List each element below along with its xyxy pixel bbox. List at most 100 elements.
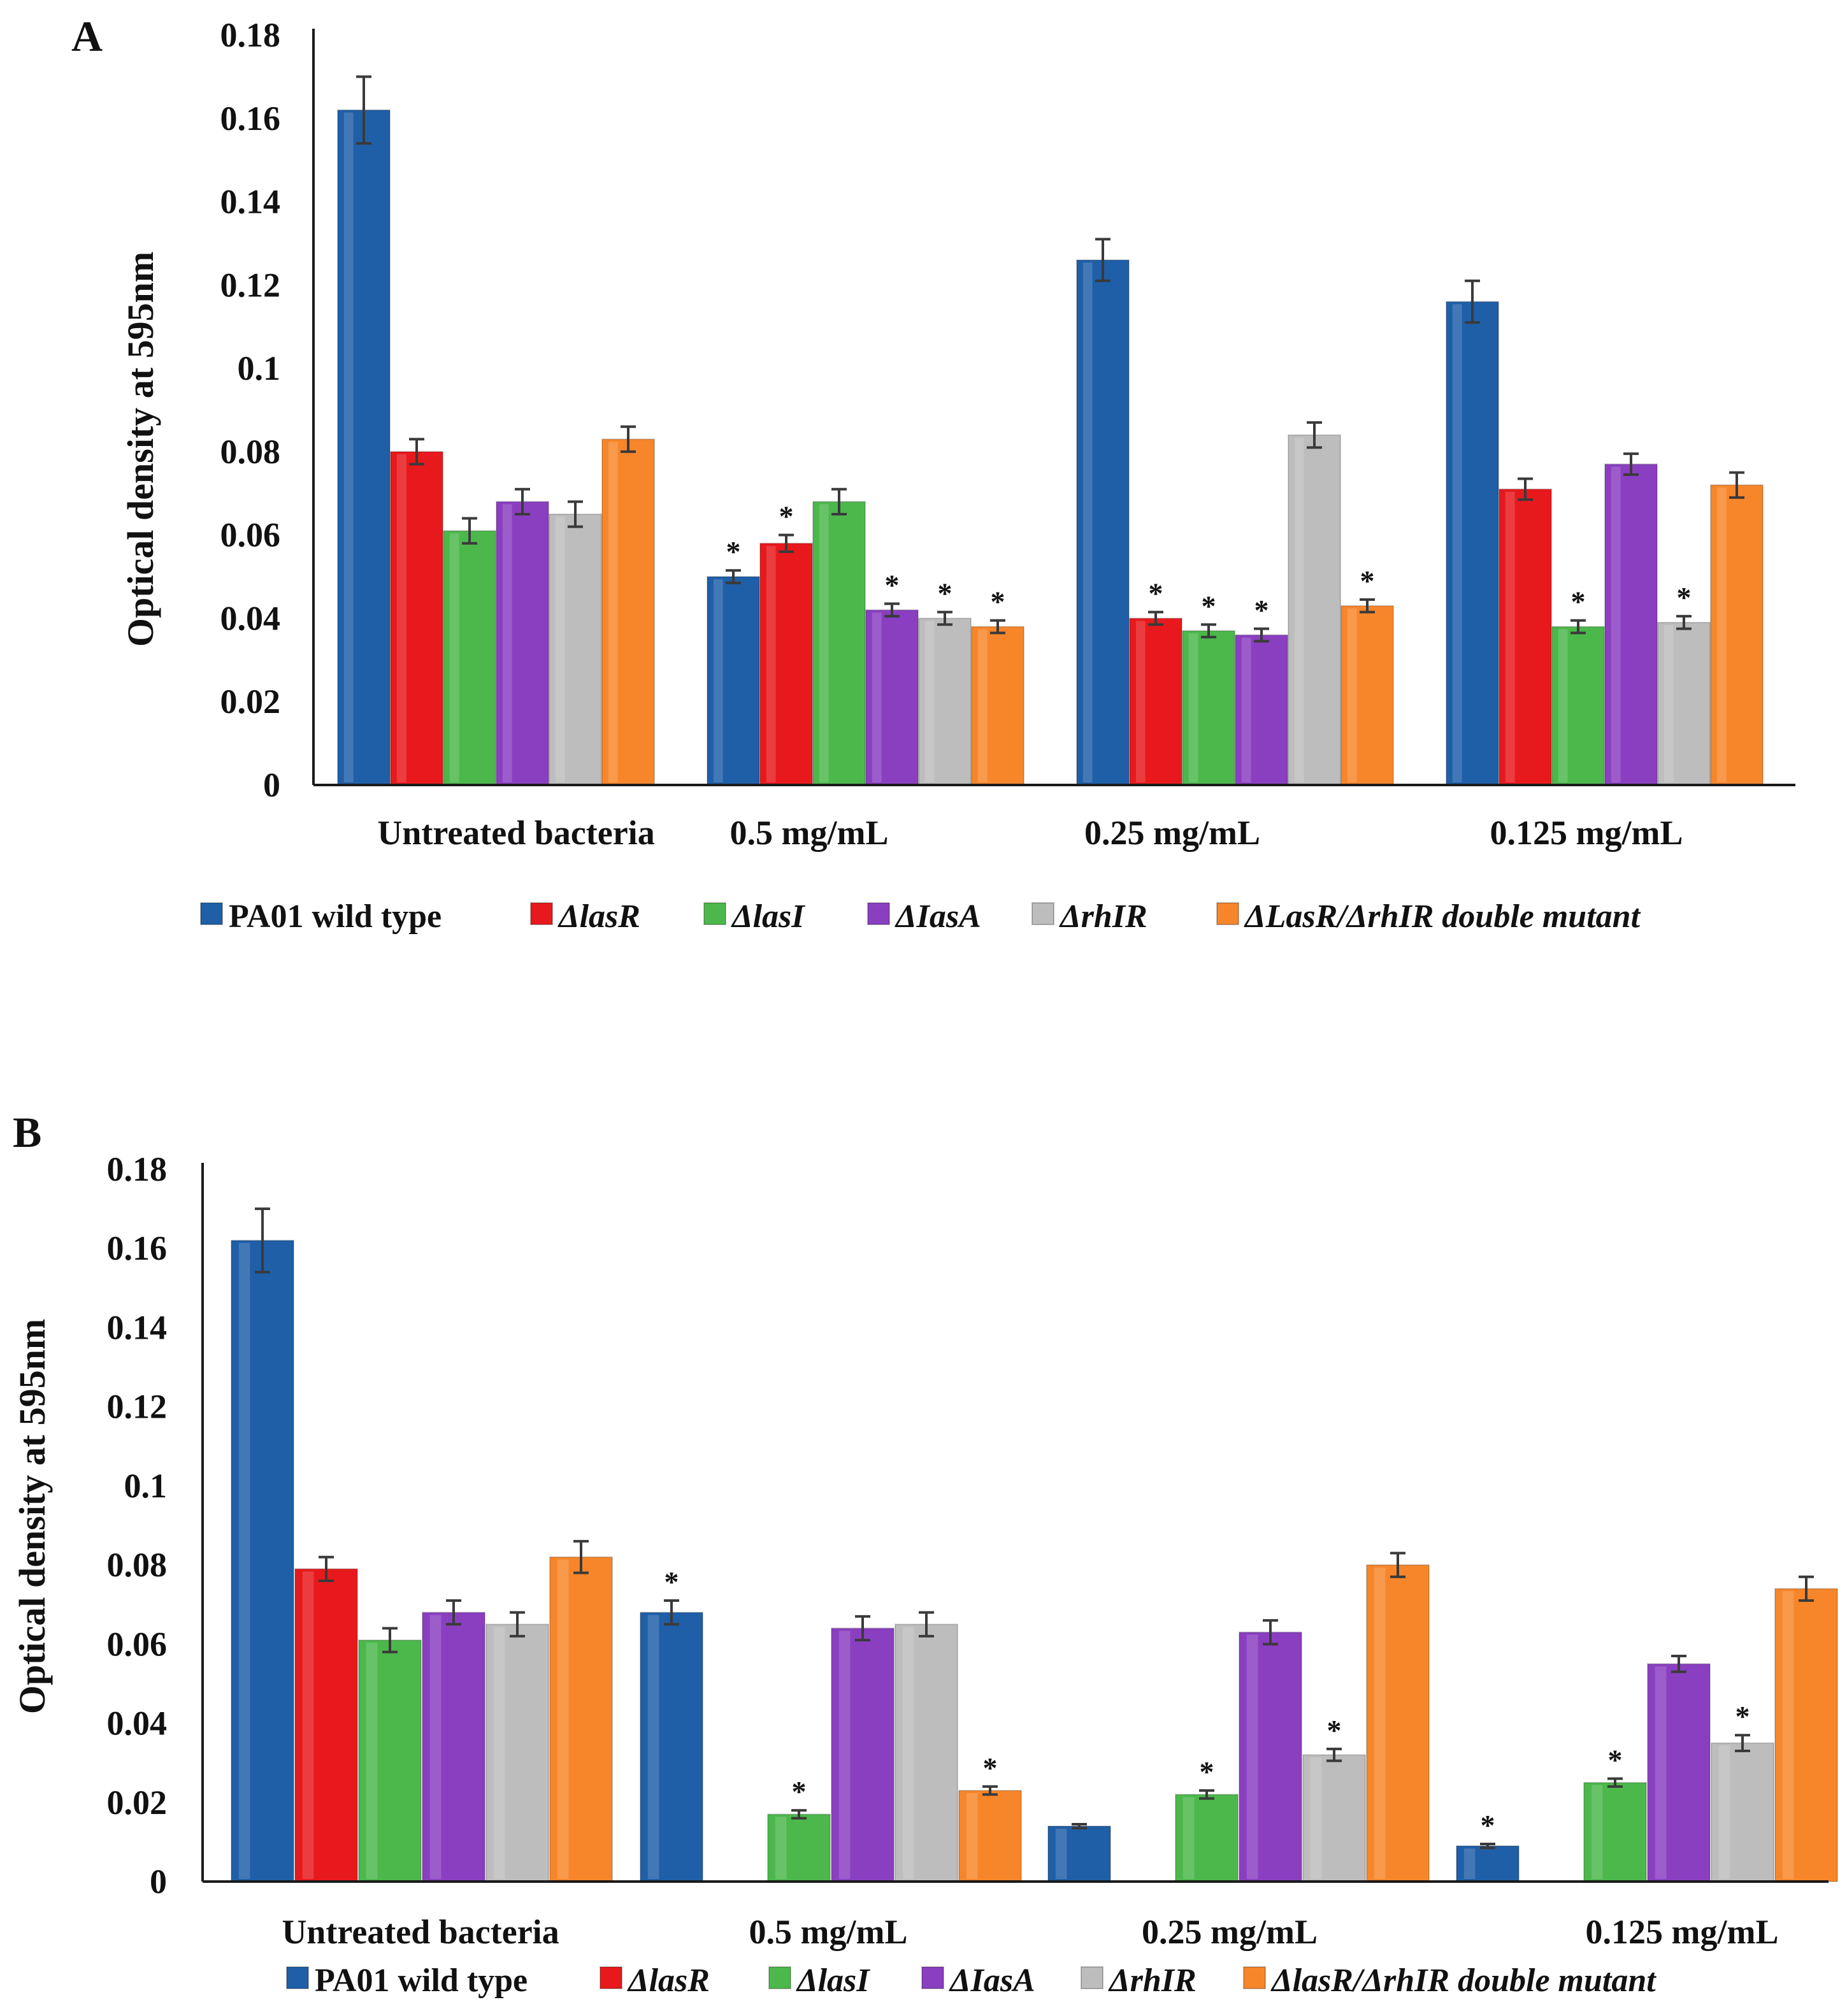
y-tick-label: 0.16 xyxy=(107,1229,168,1267)
bar-highlight xyxy=(1452,304,1462,782)
bar-lasA xyxy=(831,1627,895,1882)
significance-marker: * xyxy=(1571,586,1586,618)
y-tick-label: 0.02 xyxy=(220,682,281,721)
bar-highlight xyxy=(902,1627,914,1879)
bar-highlight xyxy=(1655,1666,1667,1879)
legend-item-lasI: ΔlasI xyxy=(703,898,805,935)
bar-highlight xyxy=(1463,1848,1476,1879)
panel-b-chart: B Optical density at 595nm * * * * * * * * 0 0.0… xyxy=(11,1108,1838,1999)
y-tick-label: 0.14 xyxy=(220,183,281,221)
bar-highlight xyxy=(1241,637,1251,782)
legend-swatch xyxy=(867,902,890,925)
legend-label: ΔlasI xyxy=(796,1962,870,1999)
significance-marker: * xyxy=(792,1775,807,1808)
bar-double xyxy=(1774,1588,1838,1882)
y-tick-label: 0.18 xyxy=(220,16,281,54)
legend-label: ΔlasI xyxy=(731,898,805,935)
legend-item-lasI: ΔlasI xyxy=(768,1962,870,1999)
legend-item-rhlR: ΔrhIR xyxy=(1081,1962,1197,1999)
bar-lasI xyxy=(443,530,496,786)
panel-b-y-axis-label: Optical density at 595nm xyxy=(11,1319,53,1714)
bar-lasR xyxy=(1498,488,1552,786)
significance-marker: * xyxy=(983,1752,998,1784)
bar-wt xyxy=(640,1611,703,1883)
bar-highlight xyxy=(302,1571,314,1879)
significance-marker: * xyxy=(1481,1809,1495,1841)
bar-double xyxy=(1710,484,1764,786)
bar-rhlR xyxy=(1288,434,1341,786)
y-tick-label: 0.04 xyxy=(220,599,281,637)
y-tick-label: 0.18 xyxy=(107,1150,168,1188)
bar-highlight xyxy=(555,516,565,782)
bar-double xyxy=(958,1790,1022,1883)
bar-highlight xyxy=(366,1643,378,1879)
y-tick-label: 0 xyxy=(150,1862,167,1901)
y-tick-label: 0.08 xyxy=(220,433,281,471)
bar-highlight xyxy=(872,612,882,782)
bar-highlight xyxy=(647,1615,659,1879)
y-tick-label: 0.12 xyxy=(220,266,281,304)
bar-highlight xyxy=(1716,487,1727,782)
bar-highlight xyxy=(1135,621,1146,782)
bar-highlight xyxy=(1505,491,1515,782)
significance-marker: * xyxy=(1677,581,1692,614)
legend-item-double: ΔlasR/ΔrhIR double mutant xyxy=(1243,1962,1657,1999)
legend-item-wt: PA01 wild type xyxy=(286,1962,528,1999)
significance-marker: * xyxy=(1200,1755,1214,1788)
panel-a-label: A xyxy=(71,12,103,61)
legend-item-rhlR: ΔrhIR xyxy=(1031,898,1147,935)
y-tick-label: 0.08 xyxy=(107,1546,168,1584)
bar-lasA xyxy=(865,609,919,786)
bar-highlight xyxy=(449,533,459,782)
bar-highlight xyxy=(1055,1829,1067,1879)
legend-swatch xyxy=(286,1966,309,1989)
bar-rhlR xyxy=(895,1624,958,1883)
bar-highlight xyxy=(1246,1634,1258,1879)
legend-label: PA01 wild type xyxy=(229,898,442,935)
legend-label: ΔrhIR xyxy=(1108,1962,1197,1999)
legend-swatch xyxy=(1243,1966,1266,1989)
legend-item-lasR: ΔlasR xyxy=(530,898,640,935)
bar-lasR xyxy=(294,1568,358,1883)
legend-label: ΔlasR xyxy=(557,898,640,935)
bar-highlight xyxy=(819,504,829,782)
bar-highlight xyxy=(775,1817,787,1879)
legend-swatch xyxy=(1216,902,1239,925)
legend-swatch xyxy=(703,902,726,925)
significance-marker: * xyxy=(726,535,741,568)
legend-label: ΔIasA xyxy=(949,1962,1035,1999)
significance-marker: * xyxy=(938,577,952,610)
legend-swatch xyxy=(530,902,553,925)
bar-double xyxy=(1340,605,1394,786)
bar-highlight xyxy=(502,504,512,782)
legend-swatch xyxy=(768,1966,791,1989)
bar-double xyxy=(549,1556,613,1883)
legend-swatch xyxy=(1031,902,1054,925)
bar-highlight xyxy=(238,1242,250,1879)
significance-marker: * xyxy=(991,586,1005,618)
legend-label: ΔIasA xyxy=(895,898,981,935)
x-category-label: Untreated bacteria xyxy=(282,1913,559,1951)
legend-label: PA01 wild type xyxy=(315,1962,528,1999)
legend-item-wt: PA01 wild type xyxy=(200,898,442,935)
bar-highlight xyxy=(343,112,354,783)
bar-rhlR xyxy=(1302,1754,1366,1882)
y-tick-label: 0.06 xyxy=(220,516,281,554)
bar-lasA xyxy=(1604,463,1658,786)
y-tick-label: 0.1 xyxy=(238,349,281,387)
bar-rhlR xyxy=(549,513,602,786)
bar-highlight xyxy=(1082,263,1093,783)
bar-highlight xyxy=(493,1627,505,1879)
bar-highlight xyxy=(1591,1785,1603,1879)
bar-highlight xyxy=(1188,633,1198,782)
bar-highlight xyxy=(1294,437,1304,782)
bar-lasI xyxy=(1551,626,1605,786)
bar-highlight xyxy=(1310,1757,1322,1879)
bar-lasI xyxy=(358,1639,422,1883)
y-tick-label: 0.12 xyxy=(107,1388,168,1426)
x-category-label: 0.25 mg/mL xyxy=(1142,1913,1318,1951)
y-tick-label: 0.16 xyxy=(220,99,281,138)
bar-highlight xyxy=(1182,1797,1195,1879)
bar-highlight xyxy=(429,1615,442,1879)
